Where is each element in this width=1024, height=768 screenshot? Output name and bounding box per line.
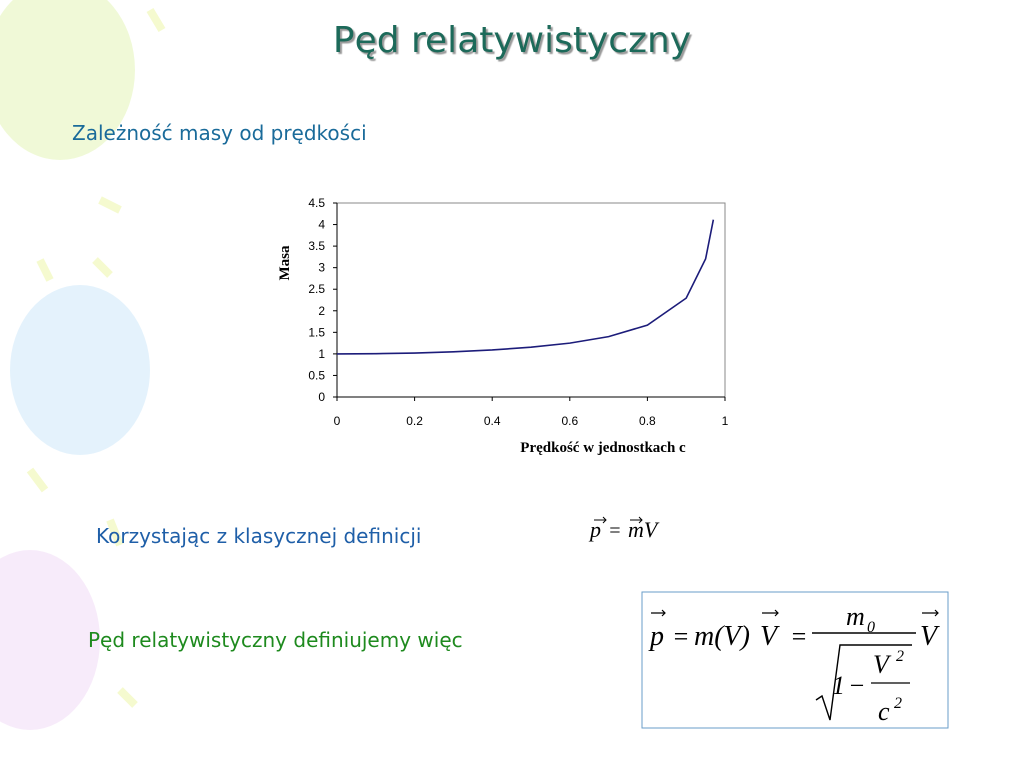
y-tick-label: 0.5 bbox=[308, 368, 325, 382]
classic-text: Korzystając z klasycznej definicji bbox=[96, 524, 421, 548]
formula-token: 0 bbox=[867, 619, 875, 636]
formula-token: − bbox=[848, 671, 866, 700]
y-tick-label: 3.5 bbox=[308, 239, 325, 253]
y-tick-label: 1 bbox=[318, 347, 325, 361]
x-axis-label: Prędkość w jednostkach c bbox=[520, 440, 686, 456]
slide-title: Pęd relatywistyczny bbox=[333, 20, 691, 61]
subtitle: Zależność masy od prędkości bbox=[72, 121, 367, 145]
formula-token: m(V) bbox=[694, 621, 750, 652]
x-tick-label: 1 bbox=[722, 414, 729, 428]
formula-token: mV bbox=[628, 517, 660, 542]
formula-token: m bbox=[846, 602, 865, 631]
formula-token: c bbox=[878, 697, 890, 726]
x-tick-label: 0.6 bbox=[561, 414, 578, 428]
formula-token: p bbox=[648, 621, 664, 652]
y-tick-label: 4.5 bbox=[308, 196, 325, 210]
formula-lines bbox=[594, 516, 939, 721]
formula-token: = bbox=[608, 520, 622, 542]
y-tick-label: 2.5 bbox=[308, 282, 325, 296]
formula-token: = bbox=[790, 622, 808, 651]
data-line bbox=[336, 219, 715, 355]
formula-token: V bbox=[920, 621, 940, 652]
formula-token: 2 bbox=[896, 648, 904, 665]
x-tick-label: 0.2 bbox=[406, 414, 423, 428]
x-tick-label: 0.8 bbox=[639, 414, 656, 428]
x-tick-label: 0 bbox=[334, 414, 341, 428]
formula-token: p bbox=[588, 517, 601, 542]
formula-token: = bbox=[672, 622, 690, 651]
plot-frame bbox=[336, 202, 726, 398]
chart: 0 0.5 1 1.5 2 2.5 3 3.5 4 4.5 0 0.2 0.4 0.6 0.8 1 Prędko… bbox=[277, 196, 729, 456]
formula-token: 2 bbox=[894, 695, 902, 712]
relativistic-formula: p = m(V) V =m 0 V1 −V 2c 2 bbox=[648, 602, 940, 726]
formula-token: V bbox=[873, 650, 892, 679]
y-tick-label: 0 bbox=[318, 390, 325, 404]
background-decor bbox=[0, 0, 166, 730]
y-tick-label: 3 bbox=[318, 261, 325, 275]
x-tick-label: 0.4 bbox=[484, 414, 501, 428]
y-tick-label: 2 bbox=[318, 304, 325, 318]
y-tick-label: 1.5 bbox=[308, 325, 325, 339]
y-tick-label: 4 bbox=[318, 218, 325, 232]
relativistic-text: Pęd relatywistyczny definiujemy więc bbox=[88, 628, 463, 652]
formula-token: V bbox=[760, 621, 780, 652]
classic-formula: p = mV bbox=[588, 517, 660, 542]
y-axis-label: Masa bbox=[277, 245, 293, 280]
formula-box bbox=[641, 591, 949, 729]
